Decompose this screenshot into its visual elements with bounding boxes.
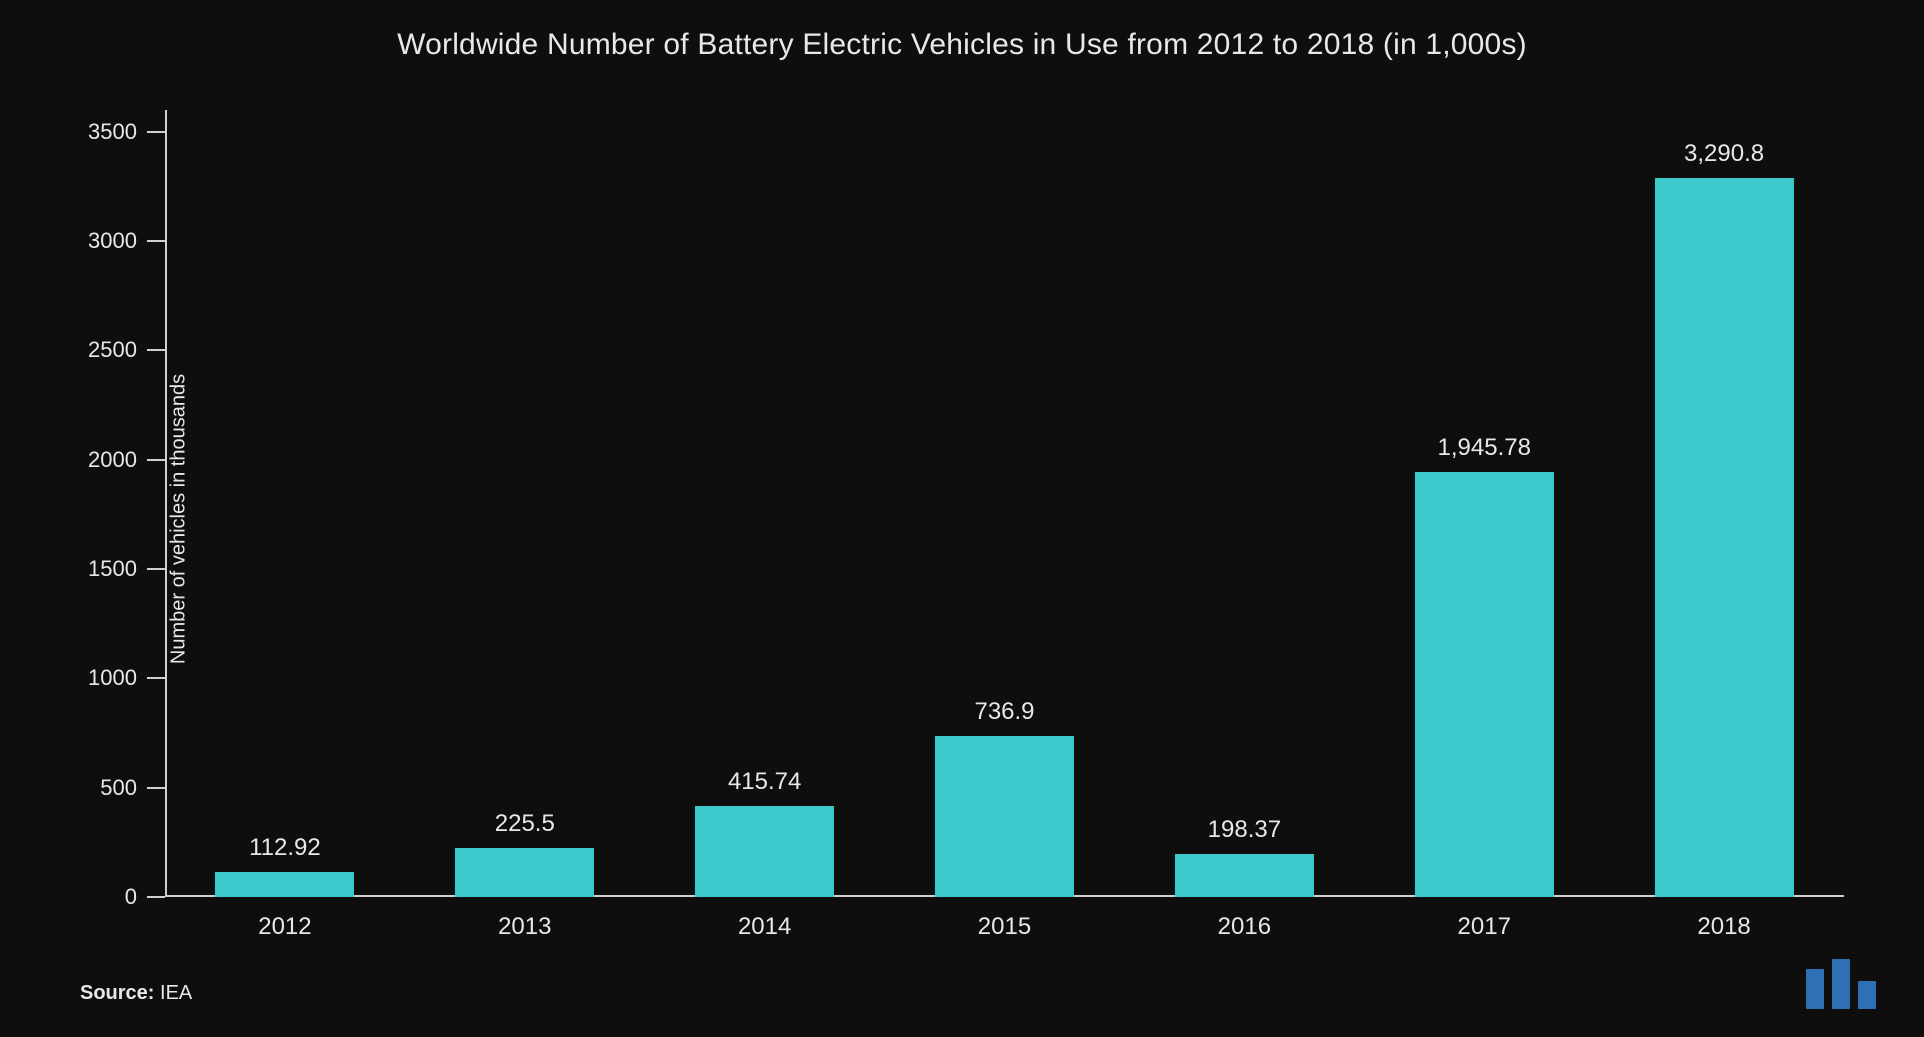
source-value: IEA <box>160 982 192 1004</box>
source-label: Source: <box>80 982 154 1004</box>
y-tick-label: 2000 <box>88 447 137 473</box>
bars-container: 112.922012225.52013415.742014736.9201519… <box>165 110 1844 897</box>
bar: 112.92 <box>215 872 354 897</box>
source-attribution: Source: IEA <box>80 982 192 1005</box>
bar: 415.74 <box>695 806 834 897</box>
bar-slot: 736.92015 <box>885 110 1125 897</box>
chart-frame: Worldwide Number of Battery Electric Veh… <box>0 0 1924 1037</box>
bar-slot: 225.52013 <box>405 110 645 897</box>
x-tick-label: 2014 <box>738 913 791 941</box>
bar-value-label: 225.5 <box>495 810 555 838</box>
logo-bar-icon <box>1806 969 1824 1009</box>
brand-logo <box>1806 959 1876 1009</box>
y-tick <box>147 896 165 898</box>
y-tick <box>147 349 165 351</box>
plot-inner: 0500100015002000250030003500 112.9220122… <box>165 110 1844 897</box>
x-tick-label: 2016 <box>1218 913 1271 941</box>
y-tick-label: 3000 <box>88 228 137 254</box>
bar: 736.9 <box>935 736 1074 897</box>
x-tick-label: 2012 <box>258 913 311 941</box>
y-tick <box>147 568 165 570</box>
x-tick-label: 2015 <box>978 913 1031 941</box>
y-tick-label: 1500 <box>88 556 137 582</box>
logo-bar-icon <box>1832 959 1850 1009</box>
y-tick <box>147 787 165 789</box>
y-tick-label: 1000 <box>88 665 137 691</box>
bar: 1,945.78 <box>1415 472 1554 897</box>
y-tick <box>147 459 165 461</box>
bar-slot: 112.922012 <box>165 110 405 897</box>
bar-value-label: 112.92 <box>249 834 321 862</box>
x-tick-label: 2018 <box>1697 913 1750 941</box>
y-tick-label: 2500 <box>88 337 137 363</box>
y-tick-label: 0 <box>125 884 137 910</box>
bar-value-label: 415.74 <box>728 768 801 796</box>
bar-slot: 198.372016 <box>1124 110 1364 897</box>
bar-slot: 415.742014 <box>645 110 885 897</box>
chart-title: Worldwide Number of Battery Electric Veh… <box>0 28 1924 62</box>
bar: 198.37 <box>1175 854 1314 897</box>
bar: 225.5 <box>455 848 594 897</box>
y-tick-label: 3500 <box>88 119 137 145</box>
y-tick-label: 500 <box>100 775 137 801</box>
bar-slot: 3,290.82018 <box>1604 110 1844 897</box>
bar-value-label: 3,290.8 <box>1684 140 1764 168</box>
x-tick-label: 2013 <box>498 913 551 941</box>
logo-bar-icon <box>1858 981 1876 1009</box>
bar-value-label: 1,945.78 <box>1438 434 1531 462</box>
bar: 3,290.8 <box>1655 178 1794 897</box>
y-tick <box>147 240 165 242</box>
bar-value-label: 736.9 <box>974 698 1034 726</box>
x-tick-label: 2017 <box>1458 913 1511 941</box>
bar-slot: 1,945.782017 <box>1364 110 1604 897</box>
bar-value-label: 198.37 <box>1208 816 1281 844</box>
y-tick <box>147 677 165 679</box>
y-tick <box>147 131 165 133</box>
plot-area: 0500100015002000250030003500 112.9220122… <box>165 110 1844 897</box>
